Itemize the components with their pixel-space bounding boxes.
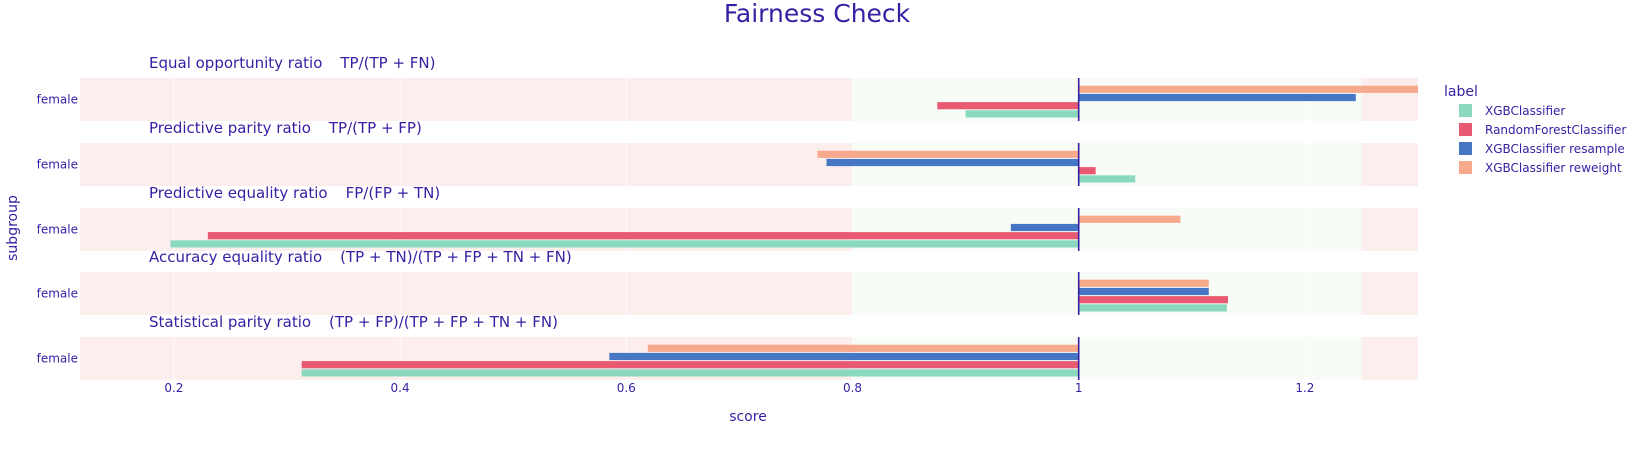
unfair-band-left	[80, 143, 853, 186]
panel-title: Predictive equality ratio FP/(FP + TN)	[149, 184, 440, 202]
subgroup-label: female	[37, 287, 78, 301]
bar-randomforestclassifier	[207, 232, 1079, 240]
panel-metric: Equal opportunity ratio	[149, 54, 322, 72]
bar-xgbclassifier-reweight	[647, 344, 1079, 352]
x-tick-label: 0.4	[391, 381, 410, 395]
panel-formula: TP/(TP + FP)	[328, 119, 422, 137]
bar-xgbclassifier-resample	[609, 352, 1079, 361]
bar-xgbclassifier-reweight	[1078, 85, 1418, 93]
legend-entry: XGBClassifier resample	[1485, 142, 1625, 156]
panel-formula: (TP + FP)/(TP + FP + TN + FN)	[329, 313, 558, 331]
panel-formula: TP/(TP + FN)	[339, 54, 435, 72]
unfair-band-left	[80, 78, 853, 121]
subgroup-label: female	[37, 158, 78, 172]
panel-metric: Predictive parity ratio	[149, 119, 311, 137]
legend-swatch	[1459, 161, 1472, 174]
x-axis: 0.2 0.4 0.6 0.8 1 1.2	[164, 381, 1314, 395]
legend-entry: XGBClassifier	[1485, 104, 1565, 118]
panel-2: female Predictive parity ratio TP/(TP + FP…	[37, 119, 1418, 186]
panel-formula: (TP + TN)/(TP + FP + TN + FN)	[340, 248, 572, 266]
x-tick-label: 1.2	[1295, 381, 1314, 395]
legend-swatch	[1459, 123, 1472, 136]
subgroup-label: female	[37, 352, 78, 366]
bar-randomforestclassifier	[1078, 167, 1096, 175]
subgroup-label: female	[37, 223, 78, 237]
panel-formula: FP/(FP + TN)	[346, 184, 441, 202]
bar-xgbclassifier-resample	[1078, 287, 1209, 296]
panel-title: Predictive parity ratio TP/(TP + FP)	[149, 119, 422, 137]
legend-entry: RandomForestClassifier	[1485, 123, 1626, 137]
panel-5: female Statistical parity ratio (TP + FP)/…	[37, 313, 1418, 380]
legend-swatch	[1459, 104, 1472, 117]
bar-xgbclassifier	[1078, 304, 1227, 312]
legend-swatch	[1459, 142, 1472, 155]
panel-title: Equal opportunity ratio TP/(TP + FN)	[149, 54, 436, 72]
x-tick-label: 0.2	[164, 381, 183, 395]
bar-xgbclassifier-resample	[1078, 93, 1356, 102]
unfair-band-right	[1361, 208, 1418, 251]
panels-layer: female Equal opportunity ratio TP/(TP + FN…	[37, 54, 1418, 380]
bar-xgbclassifier	[170, 240, 1079, 248]
chart-title: Fairness Check	[724, 0, 911, 28]
bar-xgbclassifier	[301, 369, 1079, 377]
panel-metric: Statistical parity ratio	[149, 313, 311, 331]
unfair-band-right	[1361, 143, 1418, 186]
legend-title: label	[1444, 84, 1478, 100]
bar-xgbclassifier	[965, 110, 1079, 118]
x-tick-label: 0.8	[843, 381, 862, 395]
bar-randomforestclassifier	[937, 102, 1079, 110]
bar-xgbclassifier-resample	[826, 158, 1079, 167]
unfair-band-left	[80, 272, 853, 315]
panel-metric: Accuracy equality ratio	[149, 248, 322, 266]
unfair-band-right	[1361, 272, 1418, 315]
bar-xgbclassifier-reweight	[817, 150, 1079, 158]
y-axis-title: subgroup	[5, 195, 21, 261]
panel-title: Statistical parity ratio (TP + FP)/(TP + …	[149, 313, 558, 331]
panel-4: female Accuracy equality ratio (TP + TN)/(…	[37, 248, 1418, 315]
bar-randomforestclassifier	[1078, 296, 1228, 304]
bar-xgbclassifier-reweight	[1078, 215, 1181, 223]
legend-entry: XGBClassifier reweight	[1485, 161, 1622, 175]
panel-metric: Predictive equality ratio	[149, 184, 328, 202]
unfair-band-right	[1361, 337, 1418, 380]
x-tick-label: 0.6	[617, 381, 636, 395]
panel-3: female Predictive equality ratio FP/(FP + …	[37, 184, 1418, 251]
bar-xgbclassifier-resample	[1010, 223, 1079, 232]
panel-title: Accuracy equality ratio (TP + TN)/(TP + F…	[149, 248, 572, 266]
x-axis-title: score	[729, 409, 767, 425]
x-tick-label: 1	[1075, 381, 1083, 395]
legend: label XGBClassifier RandomForestClassifie…	[1444, 84, 1626, 175]
bar-xgbclassifier-reweight	[1078, 279, 1209, 287]
unfair-band-right	[1361, 78, 1418, 121]
subgroup-label: female	[37, 93, 78, 107]
panel-1: female Equal opportunity ratio TP/(TP + FN…	[37, 54, 1418, 121]
bar-randomforestclassifier	[301, 361, 1079, 369]
bar-xgbclassifier	[1078, 175, 1136, 183]
